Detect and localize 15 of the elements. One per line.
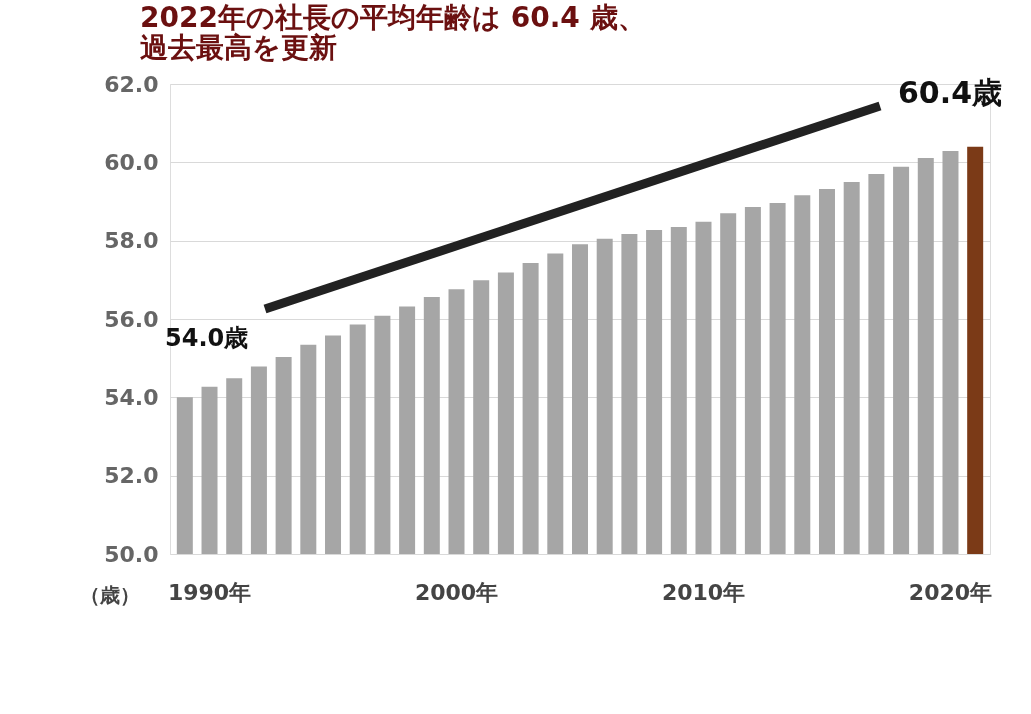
- text: 過去最高を更新: [140, 31, 337, 64]
- x-tick-label: 2010年: [661, 579, 746, 605]
- x-tick-label: 2000年: [414, 579, 499, 605]
- y-tick-label: 58.0: [104, 228, 159, 254]
- y-tick-label: 62.0: [104, 71, 159, 97]
- y-tick-label: 60.0: [104, 149, 159, 175]
- y-tick-label: 52.0: [104, 463, 159, 489]
- x-tick-label: 1990年: [167, 579, 252, 605]
- y-tick-label: 56.0: [104, 306, 159, 332]
- x-tick-label: 2020年: [908, 579, 993, 605]
- annotation: 54.0歳: [165, 324, 249, 352]
- annotation: 60.4歳: [897, 75, 1003, 110]
- y-tick-label: 54.0: [104, 384, 159, 410]
- y-axis-title: （歳）: [80, 583, 140, 607]
- y-tick-label: 50.0: [104, 541, 159, 567]
